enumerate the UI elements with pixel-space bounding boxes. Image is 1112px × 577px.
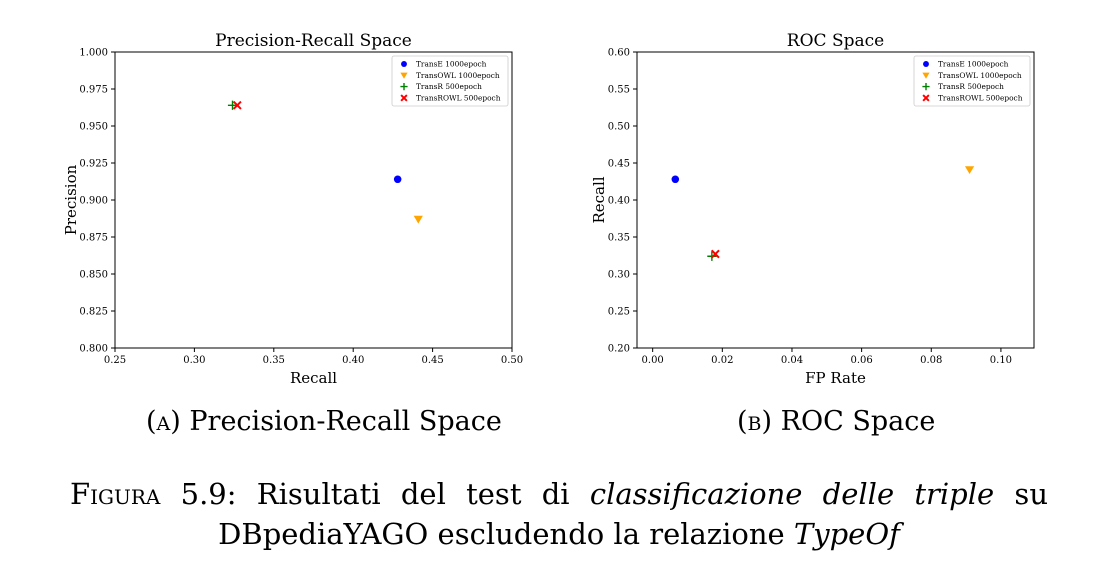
legend-marker xyxy=(400,94,408,102)
y-tick-label: 0.25 xyxy=(608,307,630,318)
x-tick-label: 0.25 xyxy=(104,355,126,366)
y-tick-label: 0.925 xyxy=(79,159,108,170)
x-tick-label: 0.00 xyxy=(642,355,664,366)
chart-title: Precision-Recall Space xyxy=(215,31,412,51)
x-tick-label: 0.50 xyxy=(501,355,523,366)
legend-entry: TransR 500epoch xyxy=(416,82,482,91)
legend-marker xyxy=(922,72,930,79)
y-tick-label: 0.45 xyxy=(608,159,630,170)
x-tick-label: 0.45 xyxy=(421,355,443,366)
y-tick-label: 0.850 xyxy=(79,270,108,281)
legend-marker xyxy=(400,83,408,91)
figure-caption-emphasis-2: TypeOf xyxy=(793,517,900,551)
data-point xyxy=(232,100,242,110)
y-axis-label: Recall xyxy=(590,176,608,223)
x-tick-label: 0.08 xyxy=(920,355,942,366)
y-tick-label: 0.20 xyxy=(608,344,630,355)
legend-marker xyxy=(923,61,929,67)
data-point xyxy=(710,249,720,259)
chart-title: ROC Space xyxy=(787,31,884,51)
y-tick-label: 0.800 xyxy=(79,344,108,355)
x-axis-label: Recall xyxy=(290,369,337,387)
legend-entry: TransROWL 500epoch xyxy=(416,93,501,102)
x-tick-label: 0.10 xyxy=(990,355,1012,366)
y-tick-label: 0.875 xyxy=(79,233,108,244)
figure-caption-text-2: su DBpediaYAGO escludendo la relazione xyxy=(218,477,1048,551)
roc-chart: ROC Space 0.00 0.02 0.04 0.06 0.08 0.10 0.20 0.2… xyxy=(590,31,1035,387)
y-tick-label: 0.900 xyxy=(79,196,108,207)
legend-box xyxy=(913,55,1031,107)
y-tick-label: 0.60 xyxy=(608,48,630,59)
precision-recall-chart: Precision-Recall Space 0.25 0.30 0.35 0.40 0.… xyxy=(62,31,523,387)
legend-marker xyxy=(400,72,408,79)
x-axis-label: FP Rate xyxy=(805,369,866,387)
y-tick-label: 0.30 xyxy=(608,270,630,281)
subcaption-b-text: ROC Space xyxy=(772,406,936,437)
x-tick-label: 0.04 xyxy=(781,355,803,366)
legend-entry: TransE 1000epoch xyxy=(416,60,487,69)
legend-entry: TransR 500epoch xyxy=(938,82,1004,91)
subcaption-b-label: (b) xyxy=(737,406,773,437)
figure-caption-text-1: Risultati del test di xyxy=(236,477,590,511)
legend: TransE 1000epoch TransOWL 1000epoch TransR… xyxy=(391,55,509,107)
x-tick-label: 0.35 xyxy=(263,355,285,366)
legend-marker xyxy=(922,83,930,91)
data-point xyxy=(413,215,423,224)
x-tick-label: 0.30 xyxy=(183,355,205,366)
x-tick-label: 0.06 xyxy=(850,355,872,366)
data-point xyxy=(671,175,680,184)
y-tick-label: 0.950 xyxy=(79,122,108,133)
data-point xyxy=(964,166,975,175)
legend-box xyxy=(391,55,509,107)
legend-entry: TransOWL 1000epoch xyxy=(938,71,1022,80)
figure-caption-emphasis-1: classificazione delle triple xyxy=(589,477,995,511)
y-tick-label: 0.825 xyxy=(79,307,108,318)
y-tick-label: 0.975 xyxy=(79,85,108,96)
legend-marker xyxy=(401,61,407,67)
x-tick-label: 0.02 xyxy=(711,355,733,366)
legend-entry: TransROWL 500epoch xyxy=(938,93,1023,102)
subcaption-a-label: (a) xyxy=(146,406,181,437)
y-tick-label: 0.35 xyxy=(608,233,630,244)
y-tick-label: 0.50 xyxy=(608,122,630,133)
legend-entry: TransOWL 1000epoch xyxy=(416,71,500,80)
y-tick-label: 1.000 xyxy=(79,48,108,59)
y-axis-label: Precision xyxy=(62,164,80,235)
y-tick-label: 0.55 xyxy=(608,85,630,96)
legend: TransE 1000epoch TransOWL 1000epoch TransR… xyxy=(913,55,1031,107)
data-point xyxy=(393,175,402,184)
data-point xyxy=(227,100,238,110)
legend-marker xyxy=(922,94,930,102)
x-tick-label: 0.40 xyxy=(342,355,364,366)
subcaption-a-text: Precision-Recall Space xyxy=(180,406,502,437)
figure-caption-label: Figura 5.9: xyxy=(70,477,237,511)
subcaption-a: (a) Precision-Recall Space xyxy=(146,406,502,437)
subcaption-b: (b) ROC Space xyxy=(737,406,935,437)
figure-caption: Figura 5.9: Risultati del test di classi… xyxy=(70,474,1048,554)
y-tick-label: 0.40 xyxy=(608,196,630,207)
legend-entry: TransE 1000epoch xyxy=(938,60,1009,69)
